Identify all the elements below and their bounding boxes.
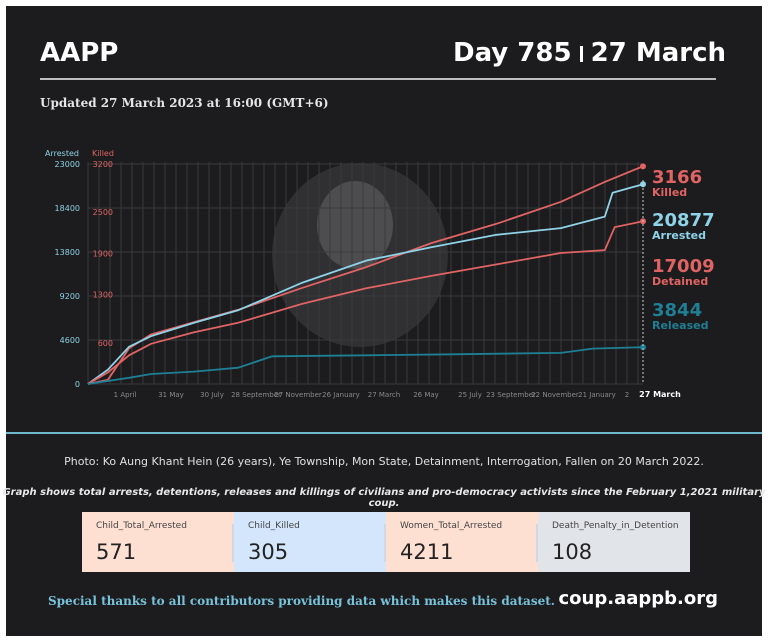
x-tick-label: 30 July bbox=[200, 391, 224, 399]
stat-card-child-killed: Child_Killed 305 bbox=[234, 512, 386, 572]
card-divider bbox=[384, 524, 386, 562]
day-title: Day 785 27 March bbox=[453, 38, 726, 68]
series-name-label: Detained bbox=[652, 275, 708, 288]
card-divider bbox=[232, 524, 234, 562]
stat-card-death-penalty: Death_Penalty_in_Detention 108 bbox=[538, 512, 690, 572]
x-tick-label: 1 April bbox=[114, 391, 137, 399]
stat-label: Women_Total_Arrested bbox=[400, 521, 503, 531]
x-tick-label: 26 January bbox=[322, 391, 360, 399]
thanks-note: Special thanks to all contributors provi… bbox=[48, 594, 555, 608]
x-tick-label: 27 November bbox=[274, 391, 322, 399]
y-tick-left: 18400 bbox=[55, 204, 80, 213]
stat-label: Death_Penalty_in_Detention bbox=[552, 521, 679, 531]
stat-label: Child_Killed bbox=[248, 521, 300, 531]
y-tick-left: 4600 bbox=[60, 336, 80, 345]
stat-card-child-arrested: Child_Total_Arrested 571 bbox=[82, 512, 234, 572]
updated-timestamp: Updated 27 March 2023 at 16:00 (GMT+6) bbox=[40, 96, 329, 110]
x-tick-label: 26 May bbox=[413, 391, 439, 399]
y-tick-left: 0 bbox=[75, 380, 80, 389]
series-value-label: 3166 bbox=[652, 167, 702, 188]
title-separator bbox=[579, 45, 583, 62]
day-count: Day 785 bbox=[452, 38, 572, 68]
series-name-label: Released bbox=[652, 319, 708, 332]
stat-value: 4211 bbox=[400, 540, 454, 564]
x-tick-label: 28 September bbox=[231, 391, 281, 399]
x-tick-label: 27 March bbox=[639, 390, 681, 399]
day-date: 27 March bbox=[590, 38, 726, 68]
y-tick-left: 13800 bbox=[55, 248, 80, 257]
stat-value: 108 bbox=[552, 540, 593, 564]
x-tick-label: 2 bbox=[625, 391, 629, 399]
graph-note: Graph shows total arrests, detentions, r… bbox=[2, 487, 766, 509]
series-endpoint-released bbox=[640, 344, 646, 351]
y-tick-right: 1900 bbox=[93, 249, 113, 258]
series-line-arrested bbox=[87, 183, 644, 385]
x-tick-label: 21 January bbox=[578, 391, 616, 399]
x-tick-label: 25 July bbox=[458, 391, 482, 399]
series-name-label: Arrested bbox=[652, 229, 706, 242]
y-tick-right: 2500 bbox=[93, 208, 113, 217]
section-divider bbox=[6, 432, 762, 434]
y-tick-right: 1300 bbox=[93, 291, 113, 300]
site-link[interactable]: coup.aappb.org bbox=[558, 588, 719, 609]
header-rule bbox=[40, 78, 716, 80]
series-line-killed bbox=[87, 165, 644, 385]
y-tick-left: 23000 bbox=[55, 160, 80, 169]
card-divider bbox=[536, 524, 538, 562]
stat-label: Child_Total_Arrested bbox=[96, 521, 187, 531]
x-tick-label: 31 May bbox=[158, 391, 184, 399]
portrait-face bbox=[317, 181, 393, 269]
y-tick-right: 3200 bbox=[93, 160, 113, 169]
y-axis-label-left: Arrested bbox=[45, 149, 79, 158]
stat-card-women-arrested: Women_Total_Arrested 4211 bbox=[386, 512, 538, 572]
y-axis-label-right: Killed bbox=[92, 149, 114, 158]
series-line-released bbox=[87, 346, 644, 385]
series-name-label: Killed bbox=[652, 186, 687, 199]
x-tick-label: 27 March bbox=[368, 391, 400, 399]
series-value-label: 3844 bbox=[652, 300, 702, 321]
stat-value: 305 bbox=[248, 540, 289, 564]
x-tick-label: 22 November bbox=[531, 391, 579, 399]
series-value-label: 17009 bbox=[652, 256, 715, 277]
stats-row: Child_Total_Arrested 571 Child_Killed 30… bbox=[82, 512, 690, 572]
y-tick-left: 9200 bbox=[60, 292, 80, 301]
stat-value: 571 bbox=[96, 540, 137, 564]
series-endpoint-killed bbox=[640, 163, 646, 170]
x-tick-label: 23 September bbox=[486, 391, 536, 399]
y-tick-right: 600 bbox=[98, 339, 113, 348]
series-value-label: 20877 bbox=[652, 210, 715, 231]
brand-title: AAPP bbox=[40, 38, 119, 68]
series-line-detained bbox=[87, 220, 644, 385]
photo-caption: Photo: Ko Aung Khant Hein (26 years), Ye… bbox=[64, 455, 704, 468]
